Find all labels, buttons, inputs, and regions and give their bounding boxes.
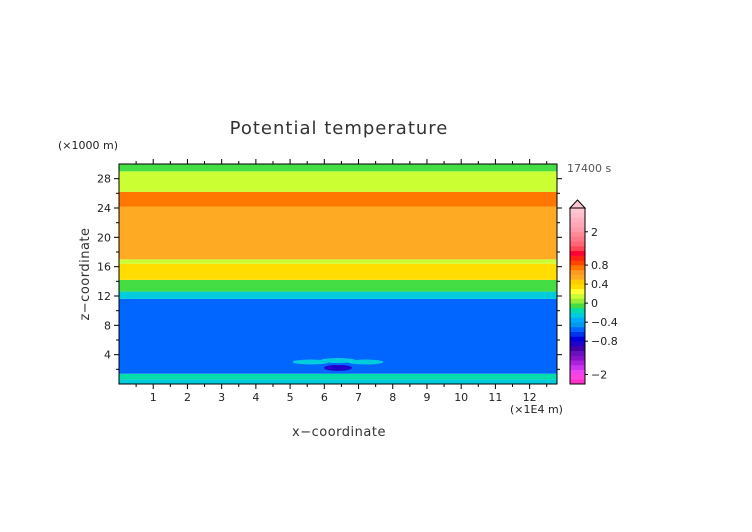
colorbar-swatch — [570, 360, 585, 366]
x-axis: 1 2 3 4 5 6 7 8 9 10 11 12 — [135, 159, 548, 404]
heatmap-band — [119, 171, 557, 192]
colorbar-tick-label: −0.4 — [591, 316, 618, 329]
colorbar-swatch — [570, 250, 585, 256]
colorbar-swatch — [570, 379, 585, 385]
colorbar-swatch — [570, 303, 585, 309]
heatmap-band — [119, 206, 557, 260]
x-tick-label: 9 — [423, 391, 430, 404]
colorbar-swatch — [570, 341, 585, 347]
colorbar-swatch — [570, 236, 585, 242]
colorbar-swatch — [570, 322, 585, 328]
heatmap-band — [119, 259, 557, 264]
colorbar-swatch — [570, 217, 585, 223]
heatmap-feature — [347, 359, 384, 365]
colorbar-swatch — [570, 326, 585, 332]
heatmap-feature — [292, 359, 329, 365]
colorbar-tick-label: 0.8 — [591, 259, 609, 272]
colorbar-swatch — [570, 355, 585, 361]
colorbar-swatch — [570, 284, 585, 290]
heatmap-band — [119, 279, 557, 292]
x-tick-label: 4 — [252, 391, 259, 404]
colorbar-swatch — [570, 374, 585, 380]
colorbar-swatch — [570, 279, 585, 285]
heatmap-feature — [320, 358, 356, 364]
x-unit-label: (×1E4 m) — [510, 403, 563, 416]
colorbar-swatch — [570, 260, 585, 266]
x-tick-label: 6 — [321, 391, 328, 404]
colorbar-swatch — [570, 331, 585, 337]
heatmap-band — [119, 373, 557, 380]
colorbar-tick-label: 0 — [591, 297, 598, 310]
colorbar-tick-label: −2 — [591, 368, 607, 381]
colorbar-swatch — [570, 231, 585, 237]
y-tick-label: 24 — [97, 202, 111, 215]
time-label: 17400 s — [567, 162, 611, 175]
y-axis-label: z−coordinate — [78, 227, 93, 320]
colorbar-frame — [569, 207, 586, 385]
x-tick-label: 5 — [287, 391, 294, 404]
colorbar-swatch — [570, 227, 585, 233]
x-tick-label: 3 — [218, 391, 225, 404]
x-tick-label: 1 — [150, 391, 157, 404]
colorbar-swatch — [570, 274, 585, 280]
colorbar-tick-label: −0.8 — [591, 335, 618, 348]
y-tick-label: 28 — [97, 173, 111, 186]
colorbar-swatch — [570, 336, 585, 342]
y-axis: 4 8 12 16 20 24 28 — [97, 173, 562, 370]
heatmap-band — [119, 291, 557, 299]
colorbar-swatch — [570, 369, 585, 375]
x-tick-label: 10 — [454, 391, 468, 404]
colorbar-swatch — [570, 350, 585, 356]
colorbar-swatch — [570, 307, 585, 313]
colorbar-swatch — [570, 317, 585, 323]
colorbar-swatch — [570, 288, 585, 294]
colorbar-swatch — [570, 364, 585, 371]
colorbar-swatch — [570, 265, 585, 271]
chart-title: Potential temperature — [230, 118, 449, 139]
colorbar-tick-label: 2 — [591, 226, 598, 239]
colorbar-extend-top — [568, 199, 587, 209]
colorbar-swatch — [570, 222, 585, 228]
x-tick-label: 12 — [523, 391, 537, 404]
x-tick-label: 7 — [355, 391, 362, 404]
colorbar-swatch — [570, 241, 585, 247]
y-tick-label: 12 — [97, 290, 111, 303]
heatmap-band — [119, 191, 557, 207]
x-tick-label: 8 — [389, 391, 396, 404]
plot-frame — [118, 163, 558, 385]
colorbar-swatch — [570, 208, 585, 214]
colorbar-tick-label: 0.4 — [591, 278, 609, 291]
heatmap-feature — [324, 364, 352, 371]
heatmap-band — [119, 263, 557, 280]
colorbar-swatch — [570, 345, 585, 352]
y-tick-label: 8 — [104, 319, 111, 332]
colorbar-swatch — [570, 246, 585, 252]
y-unit-label: (×1000 m) — [58, 139, 118, 152]
y-tick-label: 4 — [104, 349, 111, 362]
heatmap-band — [119, 379, 557, 384]
colorbar-swatch — [570, 298, 585, 304]
colorbar-swatch — [570, 293, 585, 299]
x-tick-label: 2 — [184, 391, 191, 404]
heatmap-area — [119, 164, 557, 384]
heatmap-band — [119, 164, 557, 172]
colorbar-swatch — [570, 212, 585, 218]
y-tick-label: 20 — [97, 231, 111, 244]
colorbar-swatch — [570, 312, 585, 318]
colorbar-swatch — [570, 255, 585, 261]
y-tick-label: 16 — [97, 261, 111, 274]
colorbar-swatch — [570, 269, 585, 275]
colorbar: −2 −0.8 −0.4 0 0.4 0.8 2 — [568, 199, 618, 385]
x-tick-label: 11 — [488, 391, 502, 404]
x-axis-label: x−coordinate — [292, 425, 386, 440]
